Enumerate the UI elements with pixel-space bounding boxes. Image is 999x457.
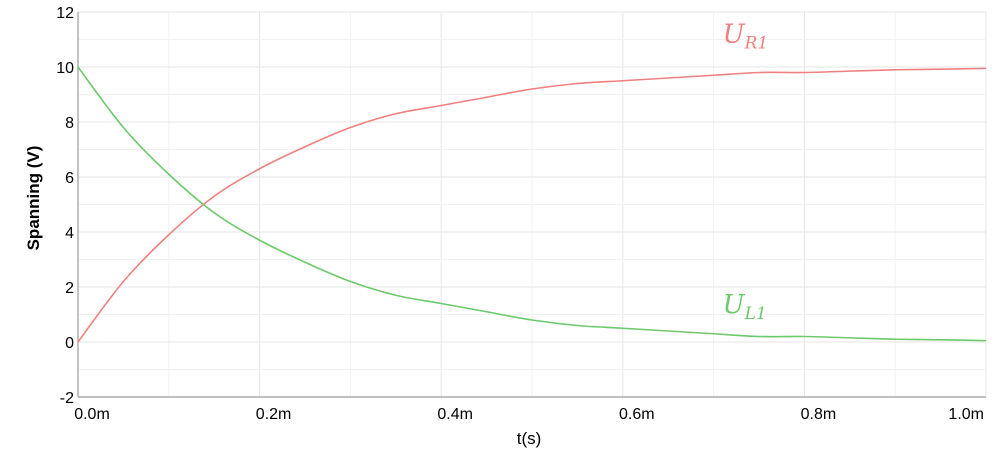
x-axis-label: t(s)	[517, 429, 542, 448]
x-tick-label: 1.0m	[948, 406, 984, 423]
y-tick-label: 4	[65, 225, 74, 242]
tick-labels: 0.0m 0.2m 0.4m 0.6m 0.8m 1.0m -2 0 2 4 6 8 10 12	[56, 5, 984, 423]
y-tick-label: 6	[65, 170, 74, 187]
y-tick-label: -2	[60, 390, 74, 407]
x-tick-label: 0.2m	[256, 406, 292, 423]
axes	[77, 12, 986, 398]
series-lines	[77, 66, 987, 343]
series-labels: UR1 UL1	[723, 19, 769, 324]
series-label-r1: UR1	[723, 19, 769, 53]
x-tick-label: 0.8m	[801, 406, 837, 423]
series-label-l1: UL1	[723, 290, 767, 324]
series-line-r1	[77, 67, 987, 343]
y-tick-label: 12	[56, 5, 74, 22]
x-tick-label: 0.4m	[437, 406, 473, 423]
y-tick-label: 10	[56, 60, 74, 77]
y-tick-label: 0	[65, 335, 74, 352]
x-tick-label: 0.6m	[619, 406, 655, 423]
y-tick-label: 8	[65, 115, 74, 132]
grid	[77, 11, 987, 398]
series-line-l1	[77, 66, 987, 342]
x-tick-label: 0.0m	[74, 406, 110, 423]
y-axis-label: Spanning (V)	[24, 146, 43, 251]
y-tick-label: 2	[65, 280, 74, 297]
